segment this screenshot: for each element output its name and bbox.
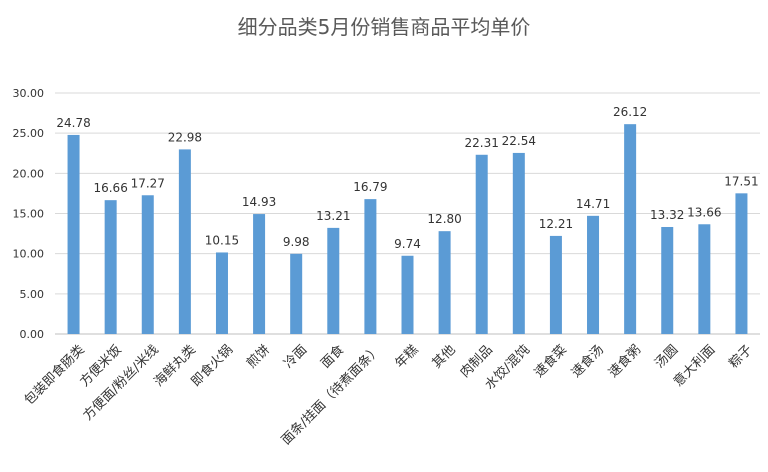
bar bbox=[698, 224, 711, 334]
data-label: 13.66 bbox=[687, 205, 721, 219]
y-axis-ticks: 0.00 5.00 10.00 15.00 20.00 25.00 30.00 bbox=[13, 87, 45, 341]
data-label: 24.78 bbox=[56, 116, 90, 130]
bar bbox=[141, 195, 154, 334]
x-tick-label: 年糕 bbox=[393, 342, 422, 371]
bar bbox=[290, 253, 303, 334]
data-label: 17.51 bbox=[724, 174, 758, 188]
y-tick-label: 10.00 bbox=[13, 248, 45, 261]
data-label: 12.21 bbox=[539, 217, 573, 231]
data-label: 16.66 bbox=[93, 181, 127, 195]
data-label: 17.27 bbox=[131, 176, 165, 190]
x-tick-label: 意大利面 bbox=[670, 342, 718, 390]
bar bbox=[661, 226, 674, 334]
x-tick-label: 汤圆 bbox=[652, 342, 681, 371]
y-tick-label: 30.00 bbox=[13, 87, 45, 100]
y-tick-label: 15.00 bbox=[13, 208, 45, 221]
x-tick-label: 速食汤 bbox=[568, 342, 607, 381]
data-label: 22.54 bbox=[502, 134, 536, 148]
bar bbox=[549, 235, 562, 334]
bar bbox=[475, 154, 488, 334]
bar bbox=[215, 252, 228, 334]
x-tick-label: 冷面 bbox=[281, 342, 310, 371]
bar bbox=[587, 215, 600, 334]
x-tick-label: 包装即食肠类 bbox=[21, 342, 87, 408]
x-tick-label: 即食火锅 bbox=[188, 342, 236, 390]
bar bbox=[401, 255, 414, 334]
bar bbox=[327, 227, 340, 334]
data-label: 16.79 bbox=[353, 180, 387, 194]
data-labels: 24.78 16.66 17.27 22.98 10.15 14.93 9.98 13.21 1… bbox=[56, 105, 758, 251]
y-tick-label: 20.00 bbox=[13, 167, 45, 180]
bar bbox=[364, 199, 377, 334]
bar bbox=[253, 214, 266, 334]
gridlines bbox=[55, 92, 760, 335]
data-label: 9.74 bbox=[394, 237, 421, 251]
bar bbox=[178, 149, 191, 334]
x-tick-label: 其他 bbox=[430, 342, 459, 371]
chart-title: 细分品类5月份销售商品平均单价 bbox=[238, 15, 531, 39]
data-label: 13.21 bbox=[316, 209, 350, 223]
y-tick-label: 5.00 bbox=[20, 288, 45, 301]
x-tick-label: 面食 bbox=[318, 342, 348, 372]
bar bbox=[735, 193, 748, 334]
x-tick-label: 粽子 bbox=[726, 342, 755, 371]
data-label: 9.98 bbox=[283, 235, 310, 249]
bar bbox=[67, 134, 80, 334]
data-label: 22.31 bbox=[465, 136, 499, 150]
data-label: 26.12 bbox=[613, 105, 647, 119]
data-label: 12.80 bbox=[427, 212, 461, 226]
bar bbox=[624, 124, 637, 334]
data-label: 14.71 bbox=[576, 197, 610, 211]
data-label: 14.93 bbox=[242, 195, 276, 209]
x-tick-label: 煎饼 bbox=[243, 342, 273, 372]
bars bbox=[67, 124, 748, 334]
bar bbox=[512, 152, 525, 334]
x-tick-label: 速食菜 bbox=[531, 342, 570, 381]
y-tick-label: 0.00 bbox=[20, 328, 45, 341]
data-label: 10.15 bbox=[205, 233, 239, 247]
data-label: 13.32 bbox=[650, 208, 684, 222]
data-label: 22.98 bbox=[168, 130, 202, 144]
y-tick-label: 25.00 bbox=[13, 127, 45, 140]
bar bbox=[104, 200, 117, 334]
x-tick-label: 速食粥 bbox=[605, 342, 644, 381]
bar bbox=[438, 231, 451, 334]
